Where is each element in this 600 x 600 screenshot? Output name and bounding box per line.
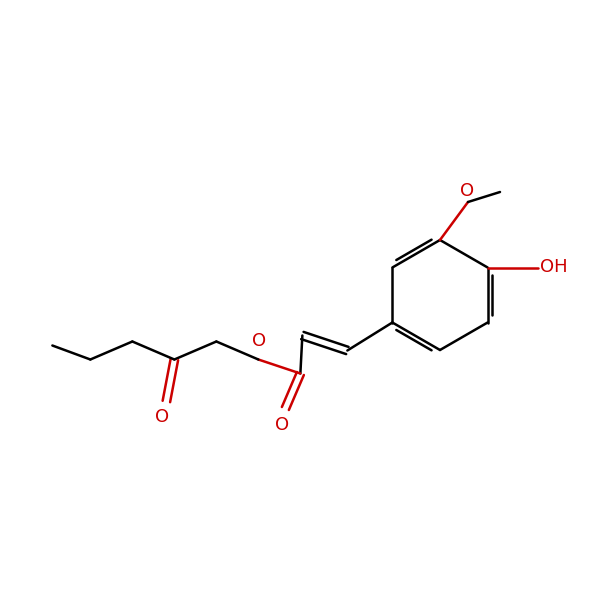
Text: O: O (275, 415, 289, 433)
Text: O: O (460, 182, 474, 200)
Text: OH: OH (539, 259, 567, 277)
Text: O: O (155, 409, 169, 427)
Text: O: O (253, 331, 266, 349)
